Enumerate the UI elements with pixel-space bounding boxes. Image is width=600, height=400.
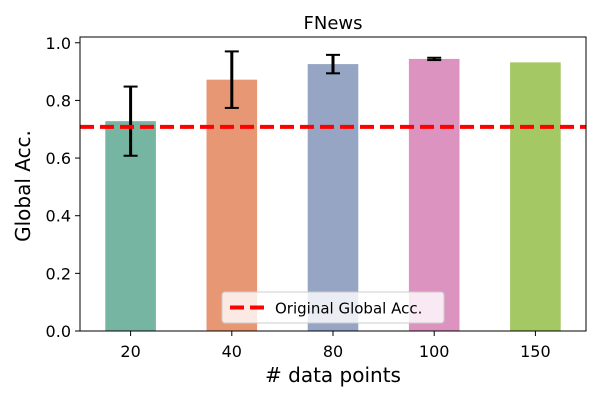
chart-title: FNews <box>304 13 363 34</box>
y-tick-label: 1.0 <box>46 34 71 53</box>
y-tick-label: 0.0 <box>46 322 71 341</box>
bar <box>307 64 359 331</box>
x-axis-label: # data points <box>265 363 401 387</box>
x-tick-label: 20 <box>120 342 140 361</box>
x-tick-label: 150 <box>520 342 551 361</box>
y-axis-label: Global Acc. <box>11 130 35 242</box>
legend-label: Original Global Acc. <box>275 300 422 318</box>
x-tick-label: 40 <box>222 342 242 361</box>
y-tick-label: 0.8 <box>46 91 71 110</box>
legend: Original Global Acc. <box>221 291 445 324</box>
y-tick-label: 0.2 <box>46 264 71 283</box>
legend-box <box>221 291 445 324</box>
bar <box>206 79 258 332</box>
plot-frame <box>79 36 587 332</box>
bar <box>510 62 561 331</box>
x-tick-label: 100 <box>419 342 450 361</box>
y-tick-label: 0.6 <box>46 149 71 168</box>
y-tick-label: 0.4 <box>46 207 71 226</box>
bar <box>408 58 460 331</box>
x-tick-label: 80 <box>323 342 343 361</box>
